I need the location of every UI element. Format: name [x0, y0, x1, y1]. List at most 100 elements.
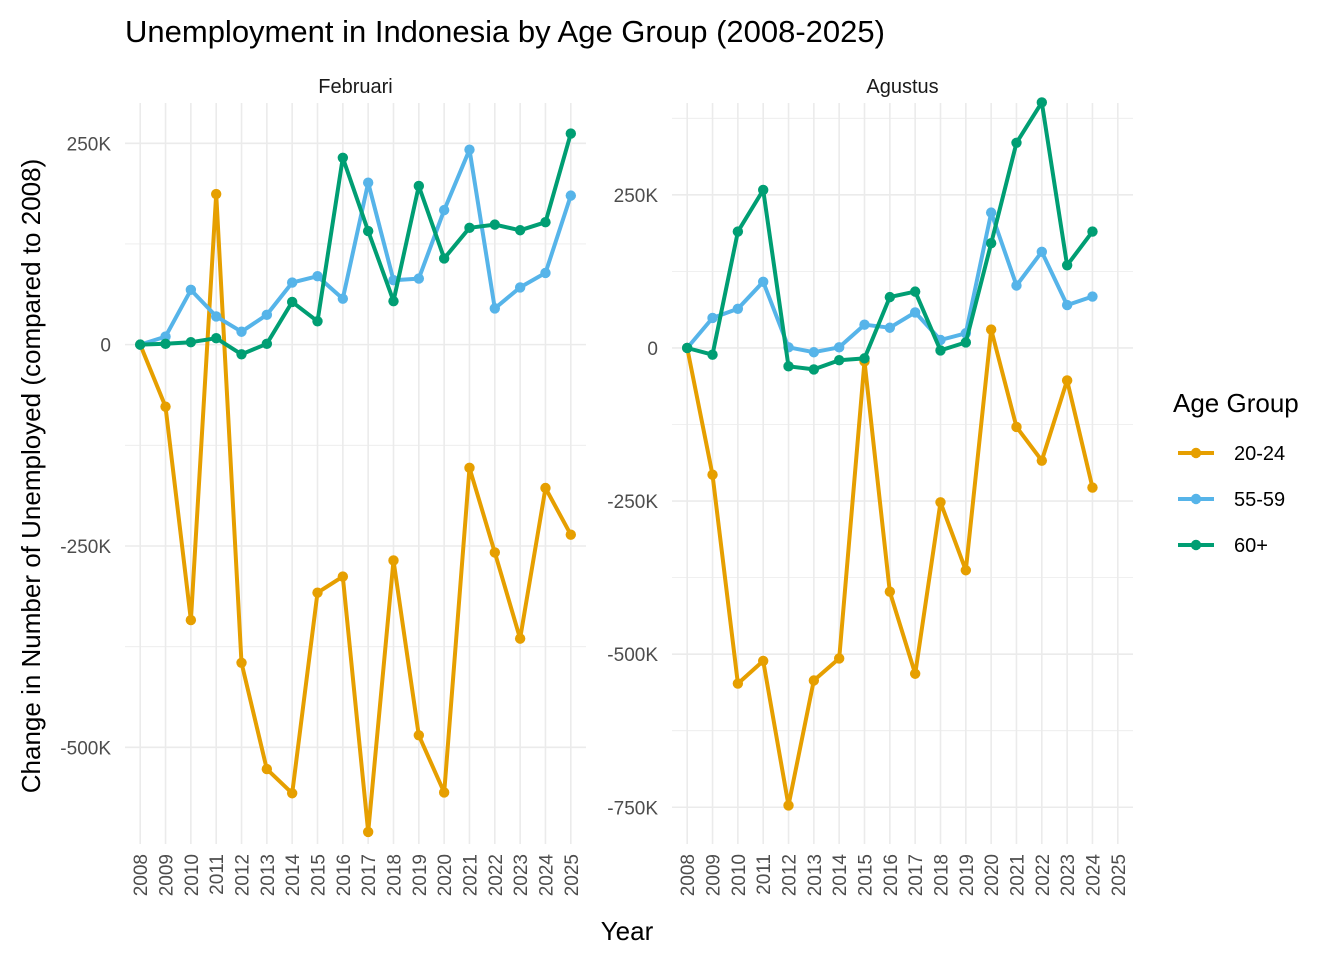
data-point: [489, 547, 501, 558]
data-point: [362, 826, 374, 838]
data-point: [540, 217, 551, 228]
x-tick-label: 2012: [233, 854, 254, 896]
y-tick-label: -500K: [60, 738, 111, 759]
data-point: [757, 655, 769, 667]
data-point: [884, 322, 896, 333]
x-tick-label: 2009: [704, 854, 725, 896]
legend-key-point: [1190, 539, 1202, 551]
data-point: [261, 309, 273, 321]
data-point: [565, 128, 577, 139]
data-point: [261, 763, 273, 775]
legend-label: 60+: [1234, 535, 1268, 557]
data-point: [438, 253, 450, 264]
data-point: [438, 787, 450, 798]
legend-label: 55-59: [1234, 489, 1285, 511]
data-point: [438, 204, 450, 216]
data-point: [514, 633, 526, 644]
x-tick-label: 2014: [830, 854, 851, 897]
x-tick-label: 2010: [182, 854, 203, 896]
x-tick-label: 2016: [334, 854, 355, 896]
data-point: [312, 587, 323, 598]
series-20-24: [134, 188, 577, 838]
data-point: [565, 529, 577, 540]
facet-strip-label: Februari: [318, 76, 392, 98]
data-point: [1036, 455, 1048, 466]
series-line: [138, 147, 573, 347]
y-tick-label: -750K: [607, 798, 658, 819]
x-tick-label: 2020: [435, 854, 456, 896]
x-tick-label: 2019: [410, 854, 431, 896]
data-point: [859, 353, 870, 364]
x-tick-label: 2012: [780, 854, 801, 896]
legend-key-point: [1190, 447, 1202, 459]
legend-title: Age Group: [1173, 388, 1299, 418]
data-point: [413, 273, 425, 284]
data-point: [985, 324, 997, 335]
x-tick-label: 2018: [384, 854, 405, 896]
data-point: [286, 277, 298, 288]
data-point: [464, 462, 475, 474]
y-tick-label: -500K: [607, 645, 658, 666]
data-point: [362, 225, 374, 237]
data-point: [236, 657, 247, 668]
x-tick-label: 2008: [678, 854, 699, 896]
legend-item-20-24: 20-24: [1178, 443, 1285, 465]
x-tick-label: 2017: [359, 854, 380, 896]
data-point: [960, 337, 972, 348]
data-point: [707, 349, 718, 360]
data-point: [1011, 137, 1022, 149]
data-point: [1061, 260, 1073, 271]
data-point: [185, 284, 197, 296]
x-tick-label: 2008: [131, 854, 152, 896]
x-tick-label: 2019: [957, 854, 978, 896]
data-point: [489, 219, 501, 230]
data-point: [413, 180, 425, 192]
y-tick-label: 0: [100, 336, 111, 357]
data-point: [286, 788, 298, 799]
x-tick-label: 2011: [207, 854, 228, 895]
data-point: [707, 469, 718, 480]
x-tick-label: 2023: [1058, 854, 1079, 896]
data-point: [160, 338, 171, 350]
data-point: [783, 361, 794, 372]
data-point: [337, 152, 349, 163]
data-point: [681, 342, 693, 354]
data-point: [909, 286, 921, 297]
data-point: [236, 349, 247, 360]
data-point: [388, 295, 399, 307]
data-point: [210, 311, 222, 322]
series-60+: [134, 128, 577, 360]
data-point: [160, 331, 171, 342]
x-tick-label: 2022: [1033, 854, 1054, 896]
data-point: [413, 730, 425, 741]
data-point: [134, 339, 146, 350]
chart-title: Unemployment in Indonesia by Age Group (…: [125, 14, 885, 49]
data-point: [909, 668, 921, 679]
x-tick-label: 2017: [906, 854, 927, 896]
data-point: [783, 800, 794, 811]
data-point: [757, 184, 769, 196]
data-point: [540, 267, 551, 279]
data-point: [1011, 421, 1022, 433]
y-axis-title: Change in Number of Unemployed (compared…: [16, 159, 46, 793]
data-point: [540, 482, 551, 494]
data-point: [514, 225, 526, 236]
data-point: [388, 555, 399, 566]
data-point: [489, 303, 501, 314]
data-point: [312, 316, 323, 327]
data-point: [185, 337, 197, 348]
data-point: [833, 342, 845, 353]
x-tick-label: 2013: [258, 854, 279, 896]
data-point: [514, 282, 526, 293]
x-tick-label: 2025: [562, 854, 583, 896]
data-point: [1061, 299, 1073, 311]
data-point: [1036, 97, 1048, 108]
x-tick-label: 2024: [536, 854, 557, 897]
data-point: [757, 276, 769, 288]
legend: Age Group 20-24 55-59 60+: [1173, 388, 1299, 557]
data-point: [985, 238, 997, 249]
data-point: [808, 347, 820, 358]
data-point: [464, 222, 475, 234]
x-tick-label: 2016: [881, 854, 902, 896]
